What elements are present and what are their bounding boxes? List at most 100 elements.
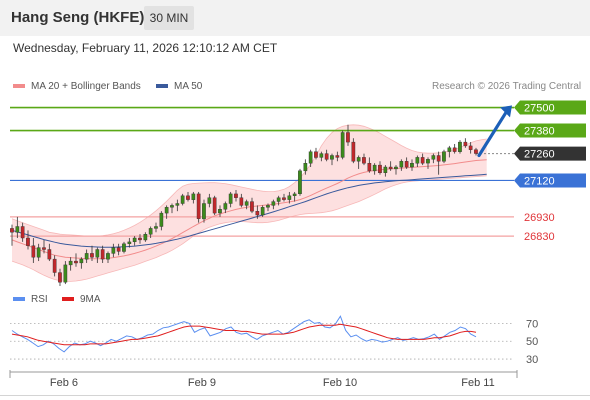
- candle: [383, 165, 388, 177]
- candle-body: [276, 197, 281, 202]
- candle: [362, 153, 366, 166]
- credit-text: Research © 2026 Trading Central: [432, 81, 582, 92]
- candle: [207, 193, 212, 208]
- legend-rsi-label: RSI: [31, 294, 48, 305]
- candle: [143, 232, 148, 242]
- candle: [399, 159, 404, 171]
- candle-body: [218, 208, 222, 214]
- candle: [180, 193, 185, 206]
- candle-body: [207, 197, 212, 204]
- candle-body: [186, 195, 190, 200]
- candle: [298, 168, 302, 196]
- candle: [372, 163, 377, 175]
- candle-body: [388, 166, 393, 170]
- candle: [90, 245, 94, 262]
- candle-body: [447, 147, 452, 152]
- x-tick-label: Feb 11: [461, 377, 494, 389]
- candle: [239, 193, 244, 208]
- candle: [420, 153, 425, 166]
- legend-bollinger-label: MA 20 + Bollinger Bands: [31, 81, 141, 92]
- candle: [218, 205, 222, 217]
- candle-body: [26, 237, 30, 246]
- candle: [351, 138, 356, 164]
- candle: [42, 239, 46, 254]
- candle-body: [314, 151, 318, 158]
- candle-body: [266, 205, 270, 208]
- candle-body: [362, 157, 366, 164]
- candle-body: [324, 153, 329, 160]
- candle: [26, 230, 30, 250]
- candle: [234, 190, 238, 202]
- x-tick-label: Feb 10: [323, 377, 357, 389]
- x-tick-label: Feb 6: [50, 377, 78, 389]
- candle: [431, 153, 436, 164]
- forecast-arrow-shaft: [477, 110, 508, 158]
- candle: [436, 151, 441, 175]
- candle-body: [148, 228, 153, 235]
- legend-rsi-ma-label: 9MA: [80, 294, 101, 305]
- legend-rsi: RSI: [13, 294, 48, 305]
- candle-body: [463, 141, 468, 147]
- instrument-title: Hang Seng (HKFE): [11, 9, 145, 26]
- candle: [63, 261, 68, 285]
- candle-body: [63, 264, 68, 283]
- candle-body: [58, 272, 62, 283]
- candle-body: [340, 132, 345, 158]
- candle: [79, 257, 84, 269]
- candle: [116, 243, 121, 256]
- candle: [287, 191, 292, 204]
- candle: [394, 165, 398, 175]
- legend-bollinger-swatch: [13, 84, 25, 89]
- candle-body: [442, 151, 446, 162]
- candle: [138, 234, 142, 244]
- level-label-27260: 27260: [524, 149, 555, 161]
- candle-body: [292, 193, 297, 196]
- level-label-27380: 27380: [524, 126, 555, 138]
- level-label-27120: 27120: [524, 175, 555, 187]
- candle-body: [20, 226, 25, 239]
- candle-body: [202, 203, 206, 220]
- candle: [202, 199, 206, 223]
- candle: [148, 226, 153, 239]
- candle-body: [52, 258, 57, 273]
- candle: [415, 155, 420, 168]
- candle-body: [250, 201, 254, 212]
- level-label-26930: 26930: [524, 212, 555, 224]
- candle: [106, 251, 110, 263]
- legend-rsi-swatch: [13, 297, 25, 302]
- candle: [74, 253, 78, 267]
- timeframe-button[interactable]: 30 MIN: [144, 6, 194, 30]
- candle: [186, 191, 190, 202]
- candle-body: [452, 147, 457, 152]
- candle: [356, 155, 361, 169]
- candle: [442, 149, 446, 164]
- candle-body: [458, 141, 462, 152]
- candle: [340, 130, 345, 160]
- candle: [474, 147, 478, 156]
- candle-body: [106, 253, 110, 260]
- candle-body: [415, 157, 420, 164]
- candle: [47, 243, 52, 262]
- candle: [191, 191, 196, 204]
- candle: [271, 199, 276, 210]
- candle: [154, 222, 158, 233]
- candle: [426, 157, 430, 169]
- candle-body: [180, 195, 185, 204]
- bollinger-lower-line: [11, 175, 487, 282]
- date-line: Wednesday, February 11, 2026 12:10:12 AM…: [13, 41, 278, 55]
- candle: [228, 191, 233, 208]
- candle: [127, 238, 132, 248]
- candle: [100, 245, 105, 263]
- candle: [346, 124, 350, 146]
- candle-body: [132, 237, 137, 242]
- candle-body: [10, 228, 14, 233]
- candle: [212, 195, 217, 215]
- level-label-bg-27120: [514, 173, 586, 188]
- candle: [122, 241, 126, 254]
- candle: [175, 199, 180, 212]
- legend-bollinger: MA 20 + Bollinger Bands: [13, 81, 141, 92]
- candle: [170, 203, 174, 214]
- candle-body: [68, 260, 73, 266]
- level-label-bg-27260: [514, 146, 586, 161]
